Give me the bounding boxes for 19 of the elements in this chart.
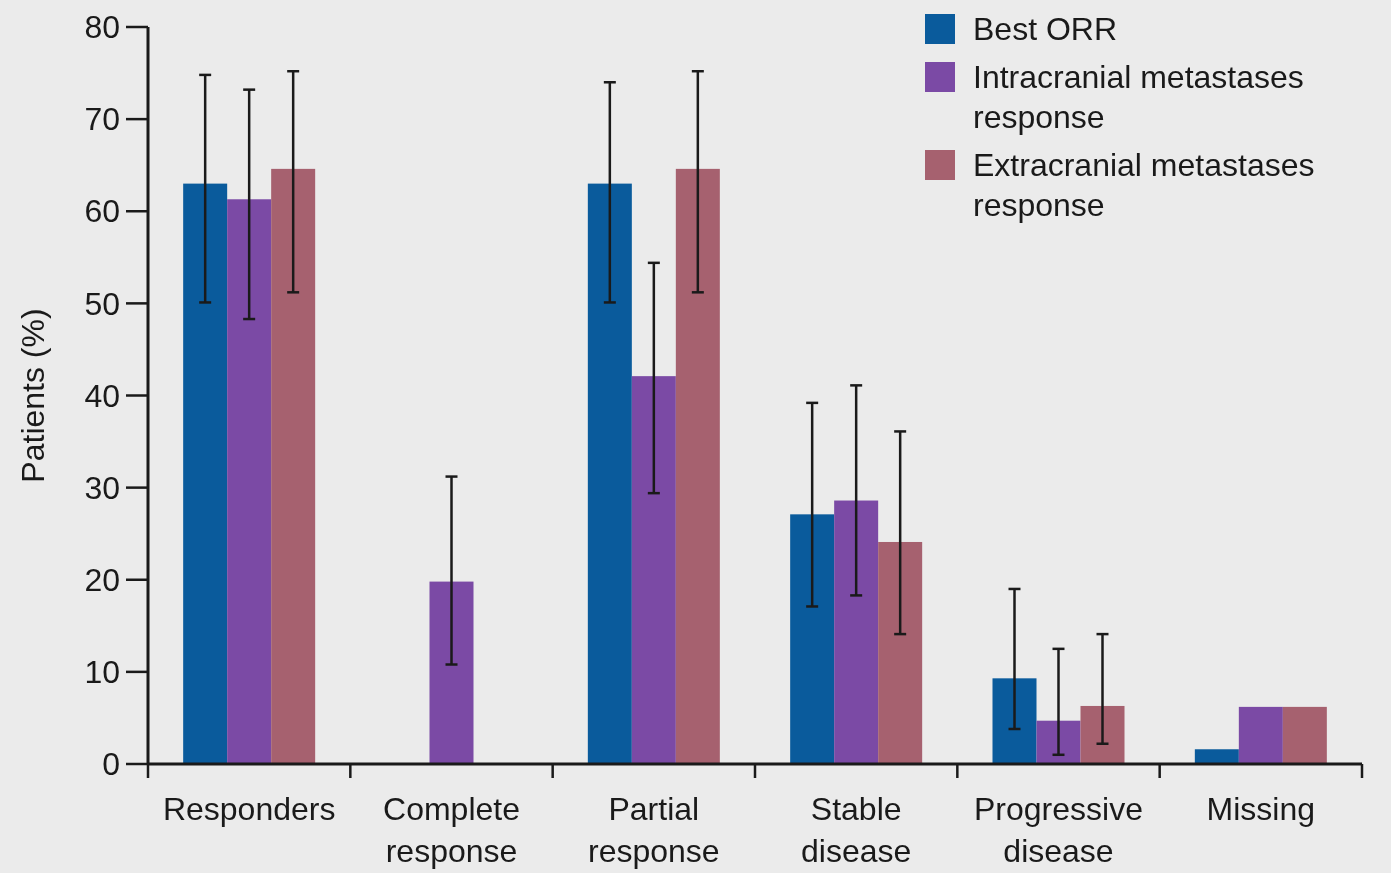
y-tick-label: 60 (84, 193, 120, 230)
x-tick-label: Progressive disease (974, 791, 1143, 869)
x-tick-label: Partial response (588, 791, 720, 869)
y-tick-label: 80 (84, 9, 120, 46)
legend-label: Extracranial metastases response (973, 147, 1315, 223)
legend-label: Best ORR (973, 11, 1118, 47)
y-tick-label: 70 (84, 101, 120, 138)
legend-label: Intracranial metastases response (973, 59, 1304, 135)
y-tick-label: 0 (102, 746, 120, 783)
x-tick-label: Complete response (383, 791, 520, 869)
y-tick-label: 10 (84, 654, 120, 691)
y-tick-label: 40 (84, 377, 120, 414)
x-tick-label: Responders (162, 791, 336, 827)
y-axis-title: Patients (%) (15, 308, 51, 483)
x-tick-label: Missing (1206, 791, 1316, 827)
y-tick-label: 20 (84, 561, 120, 598)
y-tick-label: 50 (84, 285, 120, 322)
x-tick-label: Stable disease (801, 791, 912, 869)
y-tick-label: 30 (84, 469, 120, 506)
